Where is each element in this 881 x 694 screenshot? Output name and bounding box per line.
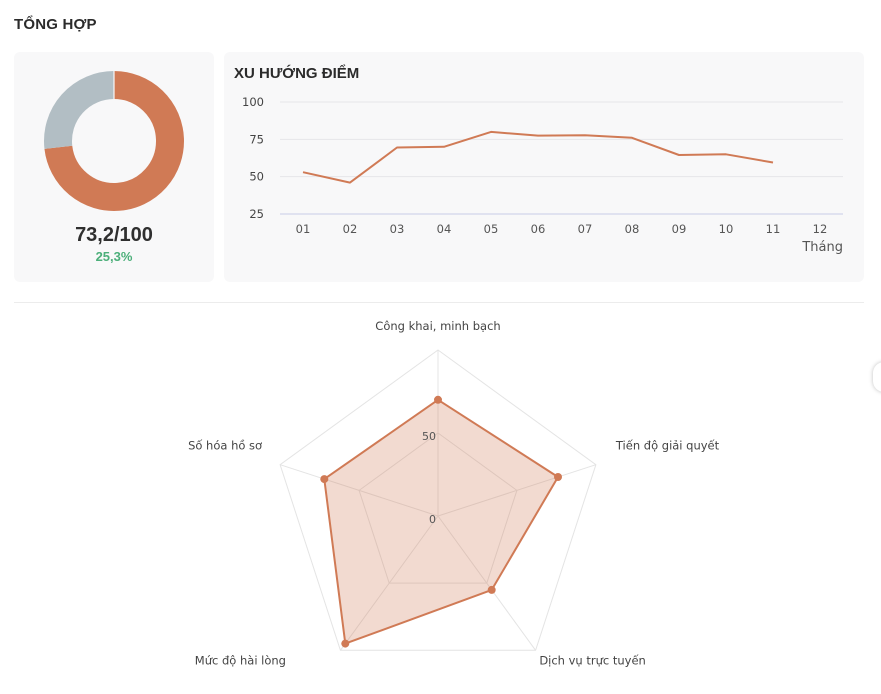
trend-x-tick-label: 04 (437, 222, 452, 236)
trend-x-tick-label: 01 (296, 222, 311, 236)
score-donut-chart (44, 71, 184, 211)
trend-y-tick-label: 100 (242, 95, 264, 109)
radar-spoke (437, 464, 597, 517)
scroll-handle[interactable] (873, 362, 881, 392)
trend-x-tick-label: 02 (343, 222, 358, 236)
radar-point (554, 473, 562, 481)
radar-tick-label: 50 (422, 430, 436, 443)
radar-point (320, 475, 329, 484)
radar-point (434, 395, 442, 404)
score-percent: 25,3% (95, 249, 133, 264)
radar-point (341, 639, 350, 648)
trend-line-chart: 100 75 50 25 01 02 03 04 05 06 07 08 09 10 11 12 Tháng (242, 95, 843, 255)
trend-x-tick-label: 08 (625, 222, 640, 236)
radar-axis-label: Số hóa hồ sơ (188, 439, 262, 453)
donut-score-arc (44, 71, 184, 211)
radar-point (487, 585, 496, 594)
trend-y-tick-label: 75 (249, 132, 264, 146)
trend-y-tick-label: 25 (249, 207, 264, 221)
radar-tick-label: 0 (429, 513, 436, 526)
radar-axis-label: Tiến độ giải quyết (615, 439, 720, 453)
trend-x-tick-label: 03 (390, 222, 405, 236)
section-divider (14, 302, 864, 303)
trend-x-axis-label: Tháng (801, 240, 843, 255)
trend-title: XU HƯỚNG ĐIỂM (234, 65, 360, 82)
trend-x-tick-label: 11 (766, 222, 781, 236)
radar-axis-label: Dịch vụ trực tuyến (539, 653, 646, 667)
donut-remainder-arc (44, 71, 115, 149)
trend-y-tick-label: 50 (249, 170, 264, 184)
page-title: TỔNG HỢP (14, 16, 97, 33)
trend-series-line (302, 130, 774, 184)
radar-grid-ring (358, 432, 518, 584)
radar-spoke (340, 515, 439, 651)
trend-x-tick-label: 12 (813, 222, 828, 236)
radar-spoke (437, 515, 536, 651)
radar-grid-ring (279, 349, 597, 651)
trend-x-tick-label: 07 (578, 222, 593, 236)
radar-axis-label: Công khai, minh bạch (375, 319, 500, 333)
trend-x-tick-label: 10 (719, 222, 734, 236)
summary-card: 73,2/100 25,3% (14, 52, 214, 282)
trend-x-tick-label: 09 (672, 222, 687, 236)
trend-x-tick-label: 05 (484, 222, 499, 236)
radar-spoke (279, 464, 439, 517)
trend-x-tick-label: 06 (531, 222, 546, 236)
radar-axis-label: Mức độ hài lòng (195, 653, 286, 667)
trend-card: XU HƯỚNG ĐIỂM 100 75 50 25 01 02 03 04 05 06 07 08… (224, 52, 864, 282)
radar-chart: 0 50 Công khai, minh bạch Tiến độ giải quy… (188, 319, 720, 667)
score-value: 73,2/100 (75, 224, 153, 246)
radar-series-area (323, 398, 559, 645)
